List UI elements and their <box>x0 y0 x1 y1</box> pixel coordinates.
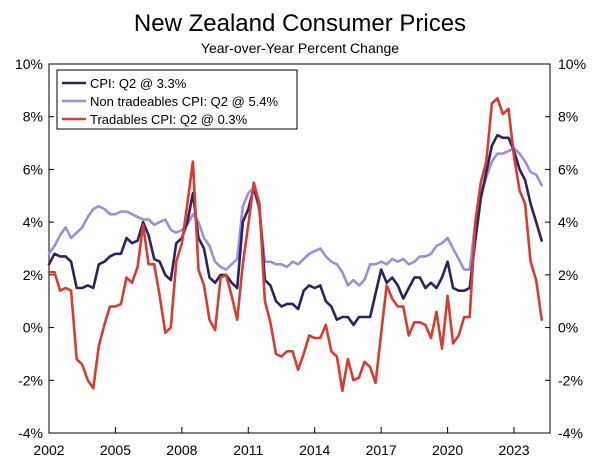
x-tick-label: 2011 <box>233 442 263 458</box>
y-tick-label-right: 4% <box>558 214 578 230</box>
y-tick-label-right: -4% <box>558 425 583 441</box>
x-tick-label: 2020 <box>432 442 463 458</box>
y-tick-label-left: 6% <box>23 161 43 177</box>
series-line-0 <box>47 133 544 327</box>
x-tick-label: 2017 <box>366 442 397 458</box>
y-tick-label-right: 6% <box>558 161 578 177</box>
legend-label-2: Tradables CPI: Q2 @ 0.3% <box>90 112 248 127</box>
series-layer <box>47 97 544 393</box>
legend-box <box>56 69 298 130</box>
y-tick-label-right: 2% <box>558 267 578 283</box>
y-tick-label-left: 4% <box>23 214 43 230</box>
chart-subtitle: Year-over-Year Percent Change <box>200 40 400 56</box>
chart-title: New Zealand Consumer Prices <box>133 10 467 37</box>
y-tick-label-left: -2% <box>18 372 43 388</box>
y-tick-label-right: 8% <box>558 109 578 125</box>
legend-label-1: Non tradeables CPI: Q2 @ 5.4% <box>90 94 279 109</box>
legend-label-0: CPI: Q2 @ 3.3% <box>90 76 187 91</box>
y-tick-label-left: -4% <box>18 425 43 441</box>
y-tick-label-left: 0% <box>23 320 43 336</box>
legend: CPI: Q2 @ 3.3% Non tradeables CPI: Q2 @ 5… <box>56 69 298 130</box>
y-tick-label-right: 10% <box>558 56 586 72</box>
plot-frame <box>48 63 551 434</box>
y-tick-label-right: -2% <box>558 372 583 388</box>
x-axis: 2002 2005 2008 2011 2014 2017 2020 2023 <box>33 427 530 458</box>
series-line-1 <box>47 147 544 287</box>
y-tick-label-right: 0% <box>558 320 578 336</box>
y-tick-label-left: 2% <box>23 267 43 283</box>
x-tick-label: 2002 <box>33 442 64 458</box>
x-tick-label: 2008 <box>166 442 197 458</box>
x-tick-label: 2014 <box>299 442 330 458</box>
y-axis-right: 10% 8% 6% 4% 2% 0% -2% -4% <box>545 56 586 441</box>
x-tick-label: 2005 <box>100 442 131 458</box>
y-tick-label-left: 10% <box>15 56 43 72</box>
series-line-2 <box>47 97 544 393</box>
y-axis-left: 10% 8% 6% 4% 2% 0% -2% -4% <box>15 56 54 441</box>
y-tick-label-left: 8% <box>23 109 43 125</box>
x-tick-label: 2023 <box>498 442 529 458</box>
